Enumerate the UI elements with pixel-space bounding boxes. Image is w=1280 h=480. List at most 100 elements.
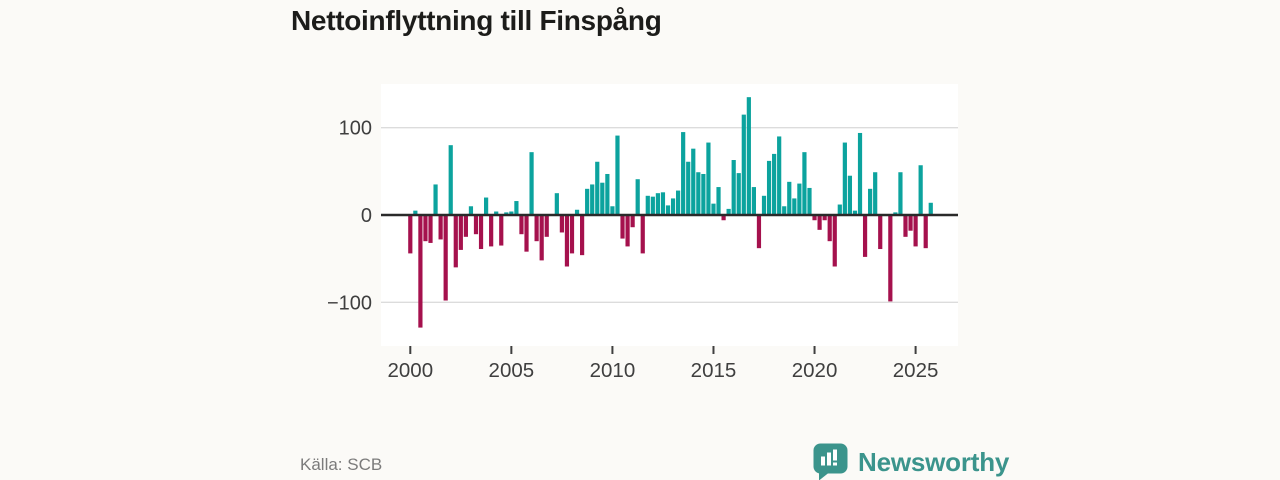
bar-2016-q2 [736,173,741,215]
bar-2011-q2 [635,179,640,215]
bar-2012-q2 [655,193,660,215]
bar-2004-q4 [504,212,509,215]
bar-2021-q4 [847,175,853,215]
bar-2023-q4 [888,215,893,302]
bar-2008-q2 [574,209,580,215]
page-title: Nettoinflyttning till Finspång [291,5,662,36]
bar-2012-q1 [650,196,655,215]
bar-2025-q4 [928,202,933,215]
y-tick-label--100: −100 [327,292,372,314]
bar-2007-q2 [554,193,559,215]
bar-2011-q4 [645,195,650,215]
bar-2018-q1 [772,153,777,215]
bar-2020-q2 [817,215,822,230]
bar-2016-q1 [731,160,736,215]
bar-2014-q2 [696,172,701,215]
bar-2023-q2 [878,215,883,250]
bar-2025-q1 [913,215,918,247]
bar-2010-q3 [620,215,625,239]
bar-2025-q3 [923,215,928,249]
bar-2000-q1 [408,215,413,254]
bar-2014-q3 [701,173,706,215]
bar-2017-q1 [751,187,756,215]
bar-2015-q3 [721,215,726,221]
bar-2024-q2 [898,172,903,215]
bar-2009-q4 [605,173,610,215]
source-label: Källa: SCB [300,455,383,474]
bar-chart-speech-bubble-icon [813,443,848,480]
bar-2022-q2 [857,132,863,215]
bar-2002-q2 [453,215,458,268]
bar-2002-q1 [448,145,453,215]
bar-2000-q2 [413,210,418,215]
bar-2018-q2 [777,136,782,215]
bar-2015-q4 [726,208,731,215]
bar-2012-q4 [665,205,671,215]
bar-2007-q4 [564,215,570,267]
bar-2007-q3 [559,215,564,233]
bar-2005-q1 [509,211,514,215]
bar-2003-q1 [468,206,474,215]
y-tick-label-100: 100 [339,118,372,140]
bar-2020-q1 [812,215,817,221]
bar-2005-q3 [519,215,524,235]
bar-2000-q4 [423,215,428,242]
bar-2001-q3 [438,215,443,240]
bar-2024-q4 [908,215,913,231]
bar-2003-q3 [478,215,484,250]
bar-2020-q4 [827,215,832,242]
bar-2008-q3 [580,215,585,256]
bar-2005-q4 [524,215,529,252]
bar-2022-q4 [868,188,873,215]
bar-2004-q1 [489,215,494,247]
bar-2017-q4 [766,160,772,215]
x-tick-label-2000: 2000 [387,359,433,382]
bar-2006-q1 [529,152,534,215]
bar-2002-q4 [463,215,468,237]
bar-2016-q4 [746,97,751,215]
bar-2025-q2 [918,165,923,215]
bar-2017-q2 [756,215,762,249]
bar-2010-q1 [610,206,615,215]
bar-2008-q4 [585,188,590,215]
bar-2006-q3 [539,215,544,261]
bar-2024-q1 [893,212,898,215]
bar-2003-q2 [473,215,479,235]
bar-2024-q3 [903,215,908,237]
bar-2019-q3 [802,152,807,215]
bar-2020-q3 [822,215,827,221]
bar-2013-q2 [676,190,681,215]
bar-2010-q2 [615,135,620,215]
bar-2000-q3 [418,215,423,328]
bar-2022-q1 [852,210,858,215]
bar-2003-q4 [484,197,489,215]
bar-2015-q1 [711,203,716,215]
bar-2009-q1 [590,184,595,215]
bar-2006-q2 [534,215,539,242]
bar-2015-q2 [716,187,721,215]
x-tick-label-2020: 2020 [792,359,838,382]
bar-2009-q3 [600,182,605,215]
bar-2016-q3 [741,114,746,215]
bar-2010-q4 [625,215,630,247]
bar-2022-q3 [862,215,868,257]
bar-2019-q4 [807,187,812,215]
bar-2021-q2 [837,204,842,215]
newsworthy-logo: Newsworthy [812,442,1009,480]
bar-2014-q1 [691,148,696,215]
bar-2012-q3 [660,192,666,215]
bar-2002-q3 [458,215,463,250]
x-tick-label-2005: 2005 [489,359,535,382]
bar-2013-q3 [681,132,686,215]
bar-2021-q1 [832,215,837,267]
brand-name: Newsworthy [858,446,1010,477]
x-tick-label-2015: 2015 [691,359,737,382]
bar-2001-q4 [443,215,448,301]
bar-2001-q2 [433,184,438,215]
bar-2013-q4 [686,161,691,215]
bar-2014-q4 [706,142,711,215]
bar-2019-q1 [792,198,797,215]
bar-2018-q4 [787,181,792,215]
